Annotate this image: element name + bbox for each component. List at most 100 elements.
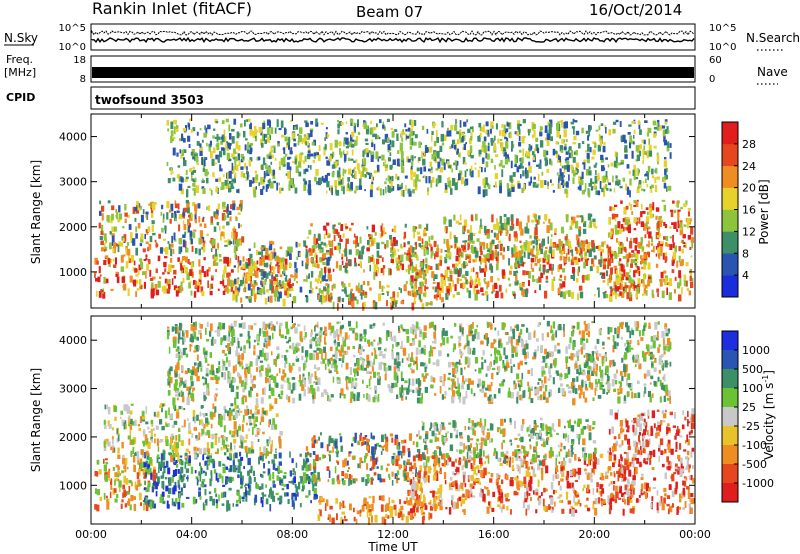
heatmap-cell — [343, 265, 346, 268]
heatmap-cell — [384, 164, 388, 168]
heatmap-cell — [538, 220, 540, 225]
heatmap-cell — [623, 206, 627, 215]
heatmap-cell — [310, 223, 313, 227]
heatmap-cell — [229, 409, 232, 412]
heatmap-cell — [346, 150, 349, 156]
heatmap-cell — [133, 260, 136, 266]
heatmap-cell — [357, 288, 362, 294]
heatmap-cell — [145, 504, 149, 511]
heatmap-cell — [650, 243, 654, 246]
heatmap-cell — [420, 167, 423, 175]
heatmap-cell — [344, 248, 348, 253]
heatmap-cell — [201, 468, 203, 474]
heatmap-cell — [260, 176, 263, 185]
heatmap-cell — [563, 275, 567, 281]
heatmap-cell — [627, 224, 631, 232]
heatmap-cell — [171, 235, 174, 244]
heatmap-cell — [615, 175, 618, 179]
heatmap-cell — [370, 515, 373, 523]
heatmap-cell — [176, 408, 180, 415]
heatmap-cell — [638, 180, 642, 188]
heatmap-cell — [675, 201, 678, 208]
heatmap-cell — [646, 244, 650, 247]
heatmap-cell — [164, 410, 168, 419]
heatmap-cell — [292, 468, 295, 473]
heatmap-cell — [270, 405, 274, 409]
heatmap-cell — [525, 151, 528, 157]
heatmap-cell — [219, 420, 223, 428]
heatmap-cell — [193, 182, 196, 188]
heatmap-cell — [363, 497, 367, 504]
heatmap-cell — [250, 465, 253, 471]
heatmap-cell — [245, 434, 248, 439]
heatmap-cell — [248, 415, 252, 420]
heatmap-cell — [601, 275, 604, 279]
heatmap-cell — [665, 174, 668, 180]
heatmap-cell — [392, 159, 396, 165]
heatmap-cell — [499, 230, 502, 236]
heatmap-cell — [278, 280, 281, 286]
heatmap-cell — [544, 246, 548, 249]
heatmap-cell — [686, 218, 691, 224]
heatmap-cell — [285, 173, 289, 176]
heatmap-cell — [384, 126, 386, 131]
heatmap-cell — [533, 148, 536, 152]
heatmap-cell — [649, 276, 653, 284]
heatmap-cell — [294, 471, 296, 476]
heatmap-cell — [354, 437, 357, 443]
heatmap-cell — [440, 248, 443, 253]
heatmap-cell — [577, 293, 580, 301]
heatmap-cell — [338, 264, 342, 271]
heatmap-cell — [539, 131, 543, 137]
heatmap-cell — [330, 438, 334, 444]
heatmap-cell — [339, 148, 341, 155]
heatmap-cell — [402, 132, 406, 135]
heatmap-cell — [613, 160, 617, 168]
heatmap-cell — [129, 424, 133, 430]
heatmap-cell — [271, 285, 275, 289]
heatmap-cell — [537, 459, 541, 462]
heatmap-cell — [452, 280, 454, 287]
heatmap-cell — [215, 500, 219, 509]
heatmap-cell — [455, 119, 457, 125]
heatmap-cell — [161, 204, 164, 210]
heatmap-cell — [534, 290, 537, 294]
heatmap-cell — [155, 242, 158, 248]
heatmap-cell — [223, 436, 226, 441]
heatmap-cell — [338, 296, 341, 301]
heatmap-cell — [409, 512, 413, 519]
heatmap-cell — [383, 162, 385, 167]
heatmap-cell — [607, 254, 610, 258]
heatmap-cell — [211, 286, 214, 289]
heatmap-cell — [413, 231, 415, 239]
heatmap-cell — [164, 225, 167, 231]
heatmap-cell — [511, 247, 514, 255]
heatmap-cell — [453, 214, 456, 221]
heatmap-cell — [517, 183, 521, 189]
heatmap-cell — [289, 178, 294, 186]
heatmap-cell — [437, 488, 441, 495]
heatmap-cell — [279, 480, 283, 486]
heatmap-cell — [173, 276, 176, 279]
heatmap-cell — [598, 259, 600, 265]
heatmap-cell — [502, 273, 505, 279]
heatmap-cell — [558, 278, 561, 281]
heatmap-cell — [474, 167, 477, 170]
heatmap-cell — [436, 248, 440, 252]
heatmap-cell — [412, 225, 416, 233]
heatmap-cell — [164, 256, 168, 259]
heatmap-cell — [243, 173, 246, 178]
heatmap-cell — [141, 449, 144, 456]
heatmap-cell — [144, 233, 146, 240]
heatmap-cell — [571, 482, 574, 489]
heatmap-cell — [562, 281, 566, 288]
heatmap-cell — [587, 143, 590, 152]
heatmap-cell — [338, 167, 341, 171]
heatmap-cell — [211, 433, 215, 440]
heatmap-cell — [366, 474, 370, 477]
heatmap-cell — [582, 228, 587, 234]
heatmap-cell — [482, 241, 485, 246]
heatmap-cell — [468, 290, 471, 299]
heatmap-cell — [339, 238, 343, 242]
heatmap-cell — [607, 258, 611, 267]
